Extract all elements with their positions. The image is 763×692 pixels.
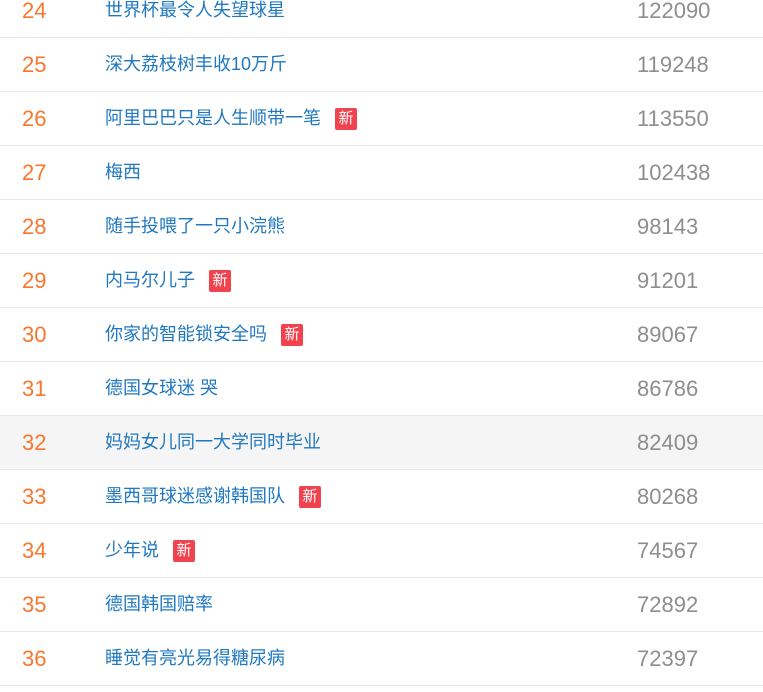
rank-number: 30	[22, 321, 47, 347]
hot-search-row[interactable]: 34 少年说 新 74567	[0, 524, 763, 578]
new-badge: 新	[335, 107, 357, 130]
search-count: 80268	[637, 483, 699, 509]
search-count: 122090	[637, 0, 711, 23]
title-cell: 内马尔儿子 新	[105, 269, 637, 292]
topic-link[interactable]: 德国女球迷 哭	[105, 377, 219, 398]
topic-link[interactable]: 墨西哥球迷感谢韩国队	[105, 485, 285, 506]
hot-search-row[interactable]: 35 德国韩国赔率 72892	[0, 578, 763, 632]
search-count: 72892	[637, 591, 699, 617]
new-badge: 新	[173, 539, 195, 562]
rank-number: 27	[22, 159, 47, 185]
title-cell: 梅西	[105, 162, 637, 184]
hot-search-row[interactable]: 33 墨西哥球迷感谢韩国队 新 80268	[0, 470, 763, 524]
topic-link[interactable]: 德国韩国赔率	[105, 593, 213, 614]
hot-search-row[interactable]: 31 德国女球迷 哭 86786	[0, 362, 763, 416]
title-cell: 少年说 新	[105, 539, 637, 562]
search-count: 119248	[637, 51, 709, 77]
topic-link[interactable]: 你家的智能锁安全吗	[105, 323, 267, 344]
rank-number: 36	[22, 645, 47, 671]
search-count: 72397	[637, 645, 699, 671]
hot-search-row[interactable]: 25 深大荔枝树丰收10万斤 119248	[0, 38, 763, 92]
topic-link[interactable]: 随手投喂了一只小浣熊	[105, 215, 285, 236]
topic-link[interactable]: 深大荔枝树丰收10万斤	[105, 53, 288, 74]
search-count: 113550	[637, 105, 709, 131]
topic-link[interactable]: 内马尔儿子	[105, 269, 195, 290]
rank-number: 29	[22, 267, 47, 293]
hot-search-row[interactable]: 27 梅西 102438	[0, 146, 763, 200]
topic-link[interactable]: 世界杯最令人失望球星	[105, 0, 285, 20]
topic-link[interactable]: 阿里巴巴只是人生顺带一笔	[105, 107, 321, 128]
rank-number: 32	[22, 429, 47, 455]
title-cell: 深大荔枝树丰收10万斤	[105, 54, 637, 76]
title-cell: 德国女球迷 哭	[105, 378, 637, 400]
rank-number: 34	[22, 537, 47, 563]
rank-number: 31	[22, 375, 47, 401]
search-count: 102438	[637, 159, 711, 185]
search-count: 89067	[637, 321, 699, 347]
title-cell: 睡觉有亮光易得糖尿病	[105, 648, 637, 670]
title-cell: 德国韩国赔率	[105, 594, 637, 616]
rank-number: 26	[22, 105, 47, 131]
new-badge: 新	[299, 485, 321, 508]
search-count: 98143	[637, 213, 699, 239]
search-count: 74567	[637, 537, 699, 563]
rank-number: 25	[22, 51, 47, 77]
rank-number: 24	[22, 0, 47, 23]
rank-number: 28	[22, 213, 47, 239]
search-count: 91201	[637, 267, 699, 293]
title-cell: 墨西哥球迷感谢韩国队 新	[105, 485, 637, 508]
title-cell: 世界杯最令人失望球星	[105, 0, 637, 21]
topic-link[interactable]: 少年说	[105, 539, 159, 560]
title-cell: 你家的智能锁安全吗 新	[105, 323, 637, 346]
title-cell: 随手投喂了一只小浣熊	[105, 216, 637, 238]
hot-search-row[interactable]: 28 随手投喂了一只小浣熊 98143	[0, 200, 763, 254]
hot-search-row[interactable]: 32 妈妈女儿同一大学同时毕业 82409	[0, 416, 763, 470]
hot-search-row[interactable]: 26 阿里巴巴只是人生顺带一笔 新 113550	[0, 92, 763, 146]
topic-link[interactable]: 睡觉有亮光易得糖尿病	[105, 647, 285, 668]
new-badge: 新	[209, 269, 231, 292]
title-cell: 妈妈女儿同一大学同时毕业	[105, 432, 637, 454]
new-badge: 新	[281, 323, 303, 346]
search-count: 86786	[637, 375, 699, 401]
title-cell: 阿里巴巴只是人生顺带一笔 新	[105, 107, 637, 130]
search-count: 82409	[637, 429, 699, 455]
topic-link[interactable]: 梅西	[105, 161, 141, 182]
hot-search-row[interactable]: 24 世界杯最令人失望球星 122090	[0, 0, 763, 38]
hot-search-row[interactable]: 29 内马尔儿子 新 91201	[0, 254, 763, 308]
hot-search-row[interactable]: 36 睡觉有亮光易得糖尿病 72397	[0, 632, 763, 686]
topic-link[interactable]: 妈妈女儿同一大学同时毕业	[105, 431, 321, 452]
hot-search-row[interactable]: 30 你家的智能锁安全吗 新 89067	[0, 308, 763, 362]
rank-number: 35	[22, 591, 47, 617]
rank-number: 33	[22, 483, 47, 509]
